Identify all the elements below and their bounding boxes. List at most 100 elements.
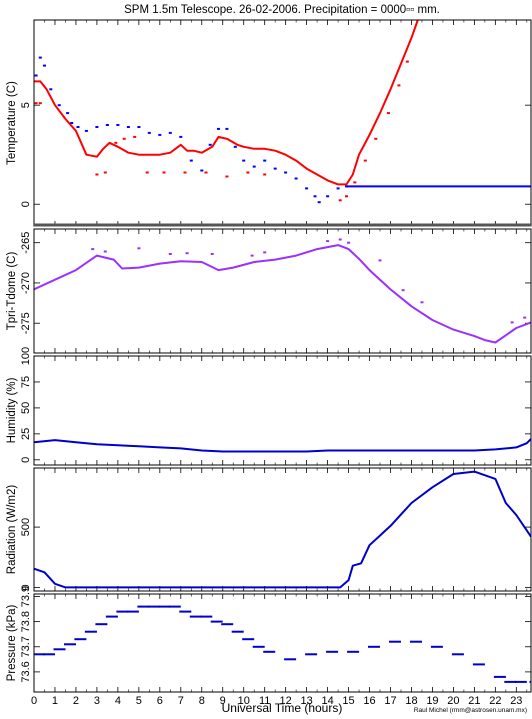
series-line [34, 438, 531, 453]
data-point [137, 605, 150, 608]
data-point [420, 301, 424, 304]
y-tick-label: 5 [20, 102, 32, 108]
data-point [284, 171, 288, 174]
y-tick-label: 0 [20, 201, 32, 207]
x-tick-label: 9 [220, 695, 226, 707]
data-point [410, 640, 422, 643]
data-point [338, 199, 342, 202]
credit-text: Raul Michel (rmm@astrosen.unam.mx) [414, 707, 527, 714]
data-point [105, 124, 109, 126]
data-point [405, 60, 409, 63]
y-tick-label: -275 [20, 312, 32, 334]
data-point [510, 321, 514, 324]
y-tick-label: -265 [20, 232, 32, 254]
data-point [472, 663, 485, 666]
data-point [76, 126, 80, 128]
data-point [179, 610, 192, 613]
data-point [451, 653, 464, 656]
data-point [273, 167, 277, 170]
data-point [210, 620, 223, 623]
data-point [126, 610, 139, 613]
data-point [242, 159, 246, 162]
data-point [250, 254, 254, 257]
data-point [284, 658, 297, 661]
series-line [34, 470, 531, 589]
series-group [34, 238, 531, 344]
data-point [145, 171, 149, 174]
data-point [122, 137, 126, 140]
data-point [114, 141, 118, 144]
x-tick-label: 15 [342, 695, 354, 707]
data-point [217, 127, 220, 130]
data-point [305, 187, 309, 190]
data-point [326, 650, 339, 653]
data-point [326, 240, 330, 243]
y-axis-label: Tpri-Tdome (C) [6, 252, 18, 331]
data-point [168, 253, 172, 255]
data-point [378, 259, 382, 262]
data-point [430, 645, 443, 648]
data-point [158, 605, 171, 608]
data-point [34, 74, 38, 77]
data-point [38, 56, 42, 59]
data-point [95, 173, 99, 176]
x-tick-label: 3 [94, 695, 100, 707]
x-tick-label: 2 [73, 695, 79, 707]
data-point [263, 159, 267, 162]
data-point [389, 640, 401, 643]
data-point [189, 615, 202, 618]
y-tick-label: 73.6 [20, 661, 32, 682]
data-point [401, 289, 405, 292]
data-point [347, 650, 360, 653]
data-point [374, 137, 378, 140]
data-point [116, 124, 120, 126]
data-point [313, 195, 317, 198]
x-tick-label: 4 [115, 695, 121, 707]
data-point [317, 201, 321, 204]
data-point [386, 112, 390, 115]
x-tick-label: 12 [280, 695, 292, 707]
data-point [200, 169, 204, 172]
data-point [294, 177, 298, 180]
data-point [95, 126, 99, 128]
data-point [84, 630, 97, 633]
data-point [263, 173, 267, 176]
data-point [185, 252, 189, 255]
figure-title: SPM 1.5m Telescope. 26-02-2006. Precipit… [124, 4, 440, 16]
x-tick-label: 0 [31, 695, 37, 707]
series-line [34, 244, 531, 344]
data-point [225, 127, 229, 130]
data-point [38, 102, 42, 105]
data-point [43, 64, 46, 67]
data-point [204, 171, 208, 174]
data-point [64, 643, 76, 646]
x-tick-label: 20 [447, 695, 459, 707]
data-point [126, 126, 130, 128]
series-group [34, 438, 531, 453]
x-tick-label: 8 [199, 695, 205, 707]
x-tick-label: 11 [259, 695, 270, 707]
data-point [91, 248, 95, 251]
data-point [43, 653, 55, 656]
panel-frame [33, 228, 532, 354]
data-point [231, 630, 244, 633]
x-tick-label: 19 [426, 695, 438, 707]
data-point [523, 316, 527, 319]
data-point [210, 253, 214, 255]
data-point [189, 159, 193, 162]
data-point [225, 175, 229, 178]
series-group [34, 20, 531, 204]
data-point [168, 131, 172, 134]
data-point [34, 102, 38, 105]
data-point [246, 171, 250, 174]
data-point [183, 171, 187, 174]
data-point [252, 645, 265, 648]
y-tick-label: 0 [20, 457, 32, 463]
